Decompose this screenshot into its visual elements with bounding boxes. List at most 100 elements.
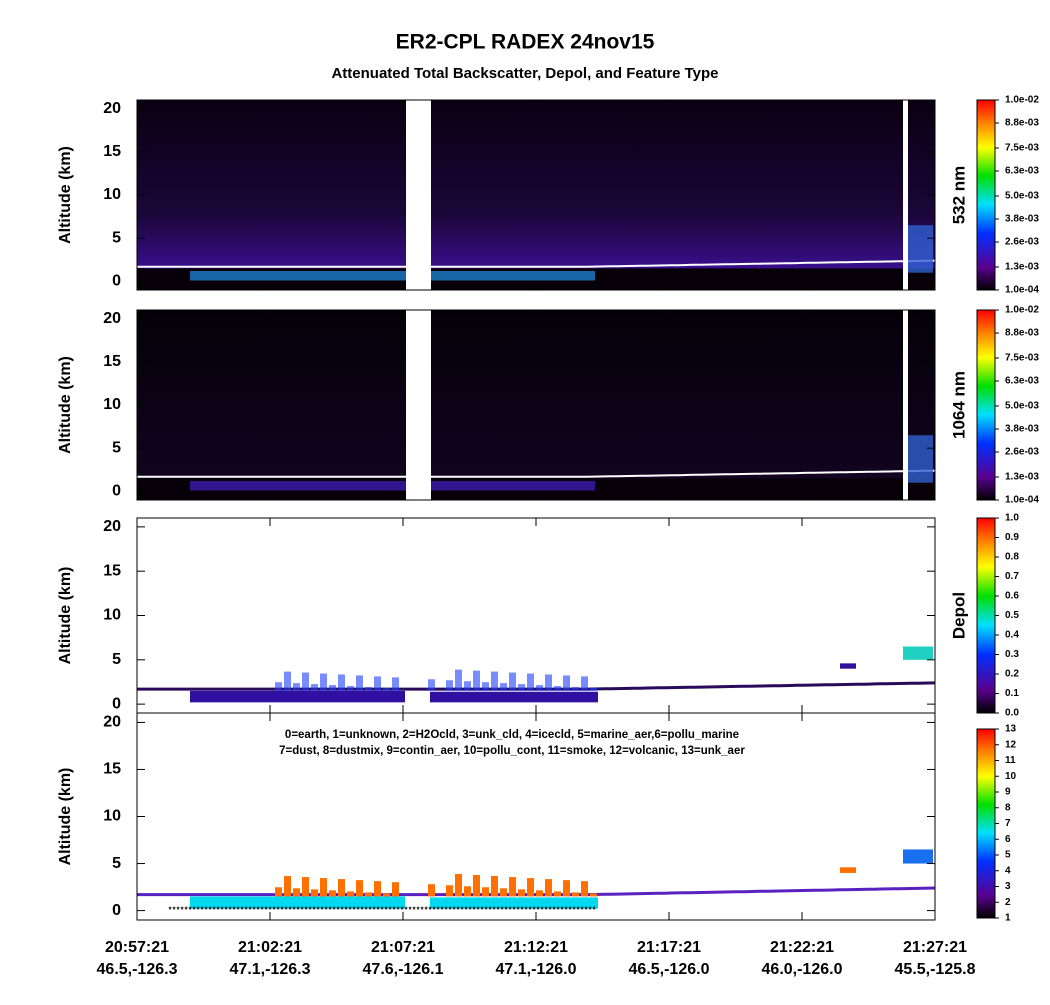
layer	[392, 677, 399, 691]
surface-marker: *	[568, 906, 572, 915]
surface-marker: *	[372, 906, 376, 915]
surface-marker: *	[460, 906, 464, 915]
layer	[572, 892, 579, 897]
layer	[302, 877, 309, 897]
y-tick-label: 20	[103, 100, 121, 117]
surface-marker: *	[444, 906, 448, 915]
surface-marker: *	[348, 906, 352, 915]
surface-marker: *	[272, 906, 276, 915]
layer	[383, 893, 390, 897]
layer	[545, 879, 552, 897]
colorbar-tick-label: 5.0e-03	[1005, 191, 1039, 202]
colorbar-tick-label: 9	[1005, 787, 1011, 798]
y-axis-label: Altitude (km)	[57, 768, 74, 866]
surface-marker: *	[504, 906, 508, 915]
layer	[464, 681, 471, 691]
surface-marker: *	[236, 906, 240, 915]
surface-marker: *	[360, 906, 364, 915]
surface-marker: *	[284, 906, 288, 915]
surface-marker: *	[260, 906, 264, 915]
x-tick-label: 20:57:21	[105, 939, 169, 956]
x-tick-label: 21:22:21	[770, 939, 834, 956]
x-tick-label: 47.1,-126.0	[496, 961, 577, 978]
cloud	[905, 435, 933, 483]
layer	[509, 672, 516, 691]
surface-marker: *	[328, 906, 332, 915]
surface-marker: *	[192, 906, 196, 915]
surface-marker: *	[244, 906, 248, 915]
surface-marker: *	[592, 906, 596, 915]
layer	[500, 683, 507, 691]
layer	[329, 685, 336, 691]
layer	[590, 687, 597, 691]
data-gap	[903, 310, 908, 500]
surface-marker: *	[316, 906, 320, 915]
surface-marker: *	[200, 906, 204, 915]
layer	[430, 897, 598, 909]
surface-marker: *	[500, 906, 504, 915]
surface-marker: *	[572, 906, 576, 915]
surface-marker: *	[240, 906, 244, 915]
colorbar-tick-label: 0.4	[1005, 630, 1019, 641]
layer	[473, 670, 480, 691]
cloud	[903, 646, 933, 660]
y-tick-label: 20	[103, 310, 121, 327]
surface-marker: *	[368, 906, 372, 915]
surface-marker: *	[220, 906, 224, 915]
layer	[500, 888, 507, 897]
layer	[347, 891, 354, 897]
surface-marker: *	[324, 906, 328, 915]
title: ER2-CPL RADEX 24nov15	[396, 31, 655, 54]
x-tick-label: 21:17:21	[637, 939, 701, 956]
colorbar-tick-label: 0.0	[1005, 708, 1019, 719]
layer	[347, 686, 354, 691]
surface-marker: *	[420, 906, 424, 915]
colorbar-tick-label: 0.8	[1005, 552, 1019, 563]
layer	[554, 686, 561, 691]
surface-marker: *	[476, 906, 480, 915]
surface-marker: *	[464, 906, 468, 915]
surface-marker: *	[264, 906, 268, 915]
layer	[365, 892, 372, 897]
x-tick-label: 21:27:21	[903, 939, 967, 956]
surface-marker: *	[252, 906, 256, 915]
colorbar	[976, 99, 996, 291]
x-tick-label: 46.5,-126.0	[629, 961, 710, 978]
y-tick-label: 10	[103, 396, 121, 413]
surface-marker: *	[300, 906, 304, 915]
layer	[581, 676, 588, 691]
ground-return	[137, 469, 936, 478]
surface-marker: *	[396, 906, 400, 915]
layer	[536, 890, 543, 897]
surface-marker: *	[196, 906, 200, 915]
colorbar-tick-label: 7.5e-03	[1005, 353, 1039, 364]
colorbar-tick-label: 6	[1005, 834, 1011, 845]
colorbar-tick-label: 8.8e-03	[1005, 328, 1039, 339]
colorbar-tick-label: 0.3	[1005, 649, 1019, 660]
colorbar-tick-label: 0.2	[1005, 669, 1019, 680]
data-gap	[406, 310, 431, 500]
x-tick-label: 46.5,-126.3	[97, 961, 178, 978]
layer	[518, 684, 525, 691]
layer	[284, 876, 291, 897]
surface-marker: *	[580, 906, 584, 915]
x-tick-label: 21:07:21	[371, 939, 435, 956]
surface-marker: *	[520, 906, 524, 915]
layer	[190, 896, 405, 909]
cloud	[840, 663, 856, 669]
surface-marker: *	[576, 906, 580, 915]
layer	[365, 686, 372, 691]
layer	[482, 887, 489, 897]
colorbar-tick-label: 6.3e-03	[1005, 376, 1039, 387]
annotation: 0=earth, 1=unknown, 2=H2Ocld, 3=unk_cld,…	[285, 729, 739, 741]
x-tick-label: 47.1,-126.3	[230, 961, 311, 978]
colorbar-tick-label: 7	[1005, 818, 1011, 829]
y-tick-label: 0	[112, 695, 121, 712]
surface-marker: *	[180, 906, 184, 915]
colorbar-tick-label: 3.8e-03	[1005, 424, 1039, 435]
layer	[275, 682, 282, 691]
surface-marker: *	[480, 906, 484, 915]
surface-marker: *	[488, 906, 492, 915]
surface-marker: *	[556, 906, 560, 915]
layer	[446, 885, 453, 897]
